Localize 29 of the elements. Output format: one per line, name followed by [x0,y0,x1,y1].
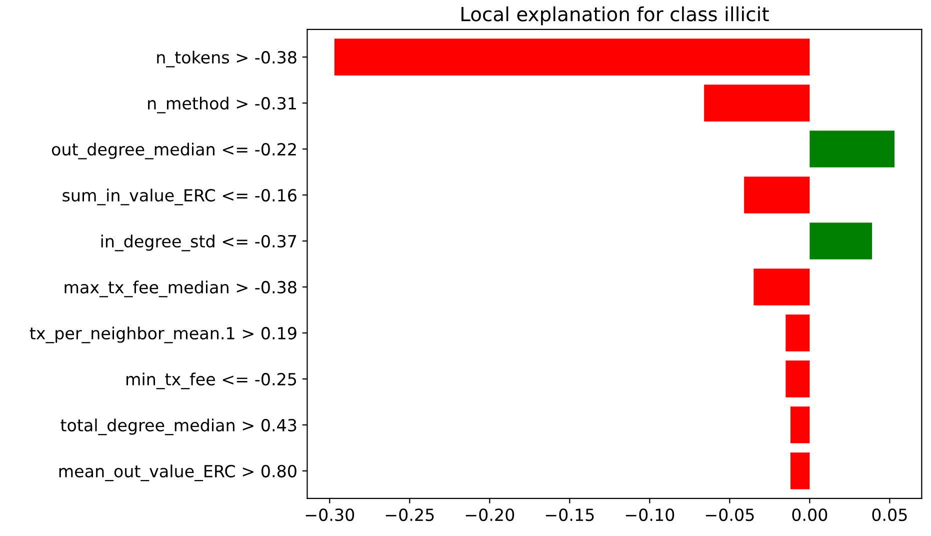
bar [754,268,810,306]
y-tick-label: n_method > -0.31 [148,96,296,114]
bar [334,38,810,76]
y-tick-label: in_degree_std <= -0.37 [101,234,296,252]
bar [790,406,810,444]
y-tick-label: n_tokens > -0.38 [157,50,296,68]
y-tick-label: max_tx_fee_median > -0.38 [64,280,296,298]
bar [786,314,810,352]
y-tick-label: mean_out_value_ERC > 0.80 [59,464,296,482]
x-tick-label: −0.10 [626,508,674,522]
x-tick-label: −0.15 [546,508,594,522]
x-tick-label: 0.05 [872,508,907,522]
x-tick-label: 0.00 [792,508,828,522]
y-tick-label: sum_in_value_ERC <= -0.16 [62,188,296,206]
x-tick-label: −0.20 [466,508,514,522]
bar [790,452,810,490]
y-tick-label: total_degree_median > 0.43 [60,418,296,436]
y-tick-label: min_tx_fee <= -0.25 [126,372,296,390]
x-tick-label: −0.25 [386,508,434,522]
chart-title: Local explanation for class illicit [462,6,769,26]
x-tick-label: −0.05 [706,508,754,522]
bar [810,130,894,168]
y-tick-label: out_degree_median <= -0.22 [52,142,296,160]
bar [744,176,810,214]
bar [810,222,872,260]
bar [704,84,810,122]
bar [786,360,810,398]
y-tick-label: tx_per_neighbor_mean.1 > 0.19 [30,326,296,344]
x-tick-label: −0.30 [306,508,354,522]
